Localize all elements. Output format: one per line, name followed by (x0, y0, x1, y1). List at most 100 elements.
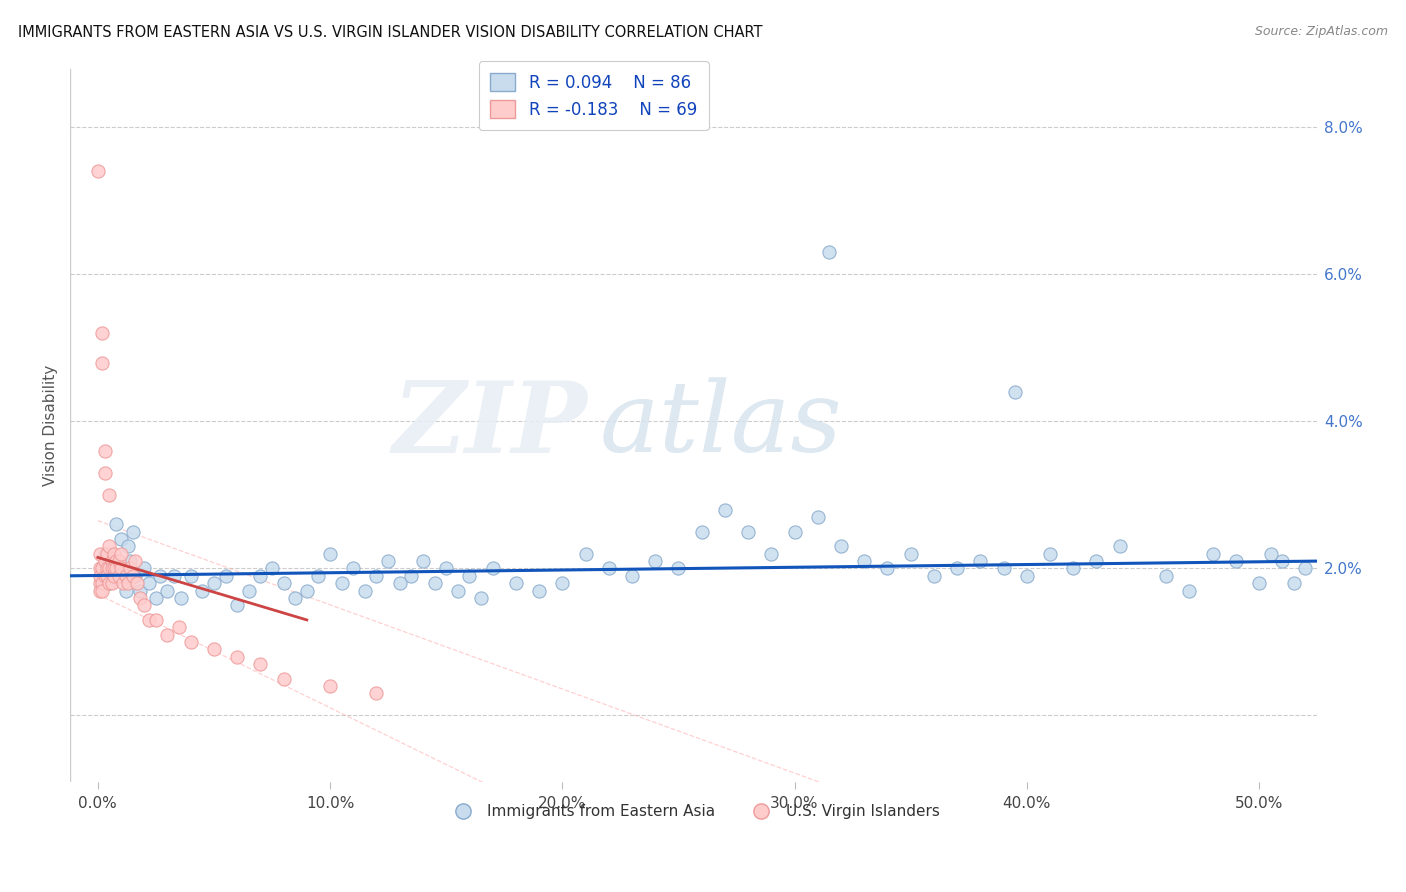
Point (89, 547, 111, 561)
Point (145, 613, 167, 627)
Text: IMMIGRANTS FROM EASTERN ASIA VS U.S. VIRGIN ISLANDER VISION DISABILITY CORRELATI: IMMIGRANTS FROM EASTERN ASIA VS U.S. VIR… (18, 25, 763, 40)
Point (946, 561, 969, 575)
Point (1201, 547, 1223, 561)
Point (156, 627, 179, 641)
Point (110, 561, 132, 575)
Point (481, 561, 503, 575)
Point (260, 561, 283, 575)
Point (737, 524, 759, 539)
Point (98, 576, 121, 591)
Point (117, 576, 139, 591)
Point (94, 443, 117, 458)
Point (91, 561, 114, 575)
Point (107, 569, 129, 583)
Point (342, 561, 364, 575)
Point (134, 598, 156, 612)
Point (128, 591, 150, 605)
Point (214, 569, 236, 583)
Point (134, 561, 156, 575)
Point (98, 576, 121, 591)
Point (1004, 384, 1026, 399)
Point (295, 583, 318, 598)
Point (103, 547, 125, 561)
Point (89, 583, 111, 598)
Point (1154, 569, 1177, 583)
Point (117, 540, 139, 554)
Point (89, 569, 111, 583)
Point (170, 591, 193, 605)
Y-axis label: Vision Disability: Vision Disability (44, 365, 58, 486)
Point (105, 554, 128, 568)
Point (830, 540, 852, 554)
Point (1039, 547, 1062, 561)
Point (993, 561, 1015, 575)
Point (124, 569, 146, 583)
Point (120, 561, 142, 575)
Point (180, 569, 202, 583)
Point (1282, 576, 1305, 591)
Text: ZIP: ZIP (392, 376, 588, 474)
Point (366, 569, 388, 583)
Point (91, 326, 114, 341)
Point (284, 591, 307, 605)
Point (114, 569, 136, 583)
Point (505, 576, 527, 591)
Point (127, 576, 149, 591)
Point (94, 466, 117, 480)
Point (690, 524, 713, 539)
Point (598, 561, 620, 575)
Point (110, 561, 132, 575)
Point (91, 356, 114, 370)
Point (1015, 569, 1038, 583)
Point (401, 569, 423, 583)
Point (96, 569, 118, 583)
Point (307, 569, 329, 583)
Text: atlas: atlas (600, 377, 842, 473)
Point (98, 561, 121, 575)
Point (110, 547, 132, 561)
Point (149, 569, 172, 583)
Point (447, 583, 470, 598)
Point (1225, 554, 1247, 568)
Text: Source: ZipAtlas.com: Source: ZipAtlas.com (1254, 25, 1388, 38)
Point (107, 569, 129, 583)
Point (114, 583, 136, 598)
Point (714, 502, 737, 516)
Point (100, 561, 122, 575)
Point (273, 576, 295, 591)
Point (112, 576, 135, 591)
Point (100, 576, 122, 591)
Point (156, 583, 179, 598)
Point (319, 547, 342, 561)
Point (412, 554, 434, 568)
Point (1085, 554, 1108, 568)
Point (249, 657, 271, 671)
Point (87, 164, 110, 178)
Point (273, 672, 295, 686)
Point (551, 576, 574, 591)
Point (388, 576, 411, 591)
Point (377, 554, 399, 568)
Point (105, 561, 128, 575)
Point (249, 569, 271, 583)
Point (202, 642, 225, 657)
Point (103, 554, 125, 568)
Point (330, 576, 353, 591)
Point (128, 583, 150, 598)
Point (434, 561, 457, 575)
Point (167, 620, 190, 634)
Point (145, 591, 167, 605)
Point (91, 576, 114, 591)
Point (1108, 540, 1130, 554)
Point (96, 547, 118, 561)
Point (226, 649, 249, 664)
Point (98, 540, 121, 554)
Point (121, 569, 143, 583)
Point (668, 561, 690, 575)
Point (807, 510, 830, 524)
Point (969, 554, 991, 568)
Point (900, 547, 922, 561)
Point (98, 488, 121, 502)
Point (100, 554, 122, 568)
Point (107, 554, 129, 568)
